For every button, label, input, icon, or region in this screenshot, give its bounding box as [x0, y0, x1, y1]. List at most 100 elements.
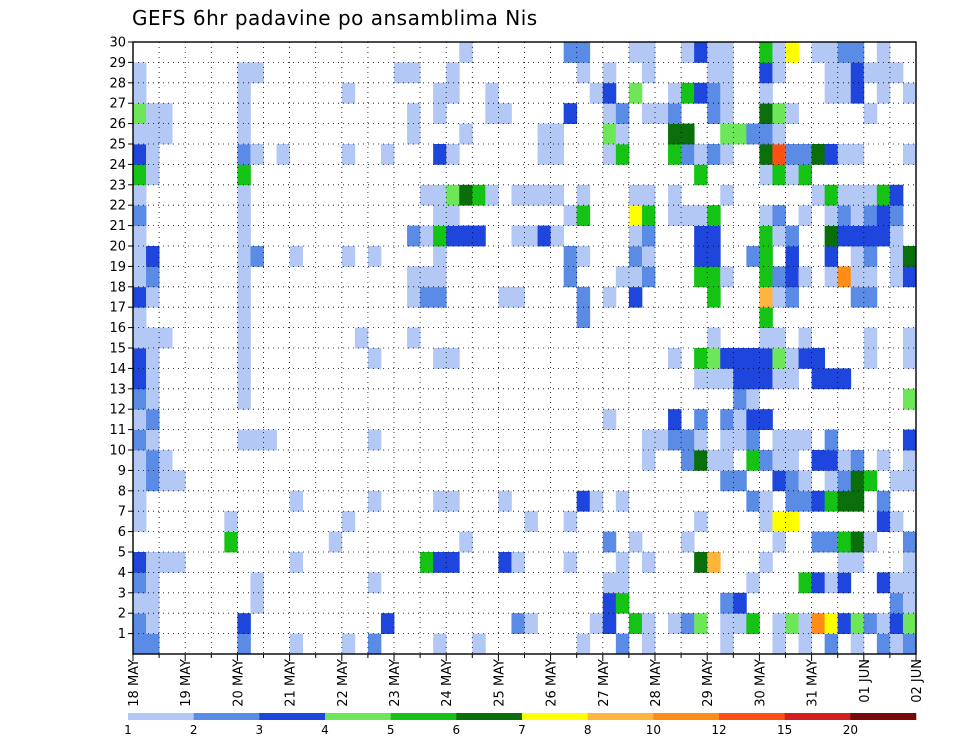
heatmap-cell: [850, 490, 865, 512]
heatmap-cell: [563, 552, 578, 573]
heatmap-cell: [433, 348, 447, 369]
heatmap-cell: [720, 184, 734, 206]
heatmap-cell: [850, 266, 865, 288]
heatmap-cell: [615, 266, 630, 288]
heatmap-cell: [641, 450, 656, 471]
heatmap-cell: [889, 205, 904, 226]
heatmap-cell: [407, 123, 421, 145]
heatmap-cell: [133, 246, 147, 267]
heatmap-cell: [420, 286, 434, 308]
heatmap-cell: [824, 144, 839, 165]
legend-swatch: [522, 713, 588, 720]
heatmap-cell: [341, 82, 356, 104]
heatmap-cell: [380, 144, 395, 165]
heatmap-cell: [694, 246, 708, 267]
heatmap-cell: [863, 103, 878, 124]
heatmap-cell: [707, 205, 721, 226]
heatmap-cell: [576, 184, 591, 206]
heatmap-cell: [576, 307, 591, 328]
heatmap-cell: [720, 429, 734, 451]
y-tick-label: 23: [109, 178, 126, 193]
heatmap-cell: [902, 572, 917, 594]
x-tick-label: 29 MAY: [701, 659, 716, 707]
heatmap-cell: [850, 552, 865, 573]
heatmap-cell: [902, 266, 917, 288]
heatmap-cell: [798, 490, 812, 512]
heatmap-cell: [707, 42, 721, 63]
heatmap-cell: [237, 144, 251, 165]
heatmap-cell: [694, 225, 708, 247]
heatmap-cell: [720, 103, 734, 124]
y-tick-label: 22: [109, 199, 126, 214]
heatmap-cell: [446, 490, 460, 512]
heatmap-cell: [615, 552, 630, 573]
heatmap-cell: [681, 205, 695, 226]
heatmap-cell: [602, 62, 617, 84]
heatmap-cell: [694, 82, 708, 104]
heatmap-cell: [576, 286, 591, 308]
heatmap-cell: [746, 429, 760, 451]
heatmap-cell: [785, 286, 799, 308]
heatmap-cell: [668, 205, 682, 226]
heatmap-cell: [850, 144, 865, 165]
heatmap-cell: [146, 327, 160, 349]
heatmap-cell: [707, 103, 721, 124]
heatmap-cell: [824, 205, 839, 226]
heatmap-cell: [824, 246, 839, 267]
heatmap-cell: [720, 450, 734, 471]
heatmap-cell: [146, 286, 160, 308]
y-tick-label: 8: [118, 484, 126, 499]
heatmap-cell: [759, 307, 773, 328]
heatmap-cell: [720, 633, 734, 655]
heatmap-cell: [824, 633, 839, 655]
heatmap-cell: [824, 429, 839, 451]
heatmap-cell: [759, 164, 773, 186]
y-tick-label: 30: [109, 36, 126, 51]
heatmap-cell: [367, 572, 382, 594]
heatmap-cell: [341, 511, 356, 532]
heatmap-cell: [798, 348, 812, 369]
y-tick-label: 5: [118, 546, 126, 561]
heatmap-cell: [798, 164, 812, 186]
heatmap-cell: [576, 42, 591, 63]
heatmap-cell: [902, 82, 917, 104]
heatmap-cell: [863, 613, 878, 634]
heatmap-cell: [641, 225, 656, 247]
heatmap-cell: [772, 266, 786, 288]
heatmap-cell: [133, 266, 147, 288]
heatmap-cell: [668, 348, 682, 369]
heatmap-cell: [824, 450, 839, 471]
heatmap-cell: [498, 103, 512, 124]
y-tick-label: 27: [109, 97, 126, 112]
heatmap-cell: [694, 511, 708, 532]
heatmap-cell: [759, 82, 773, 104]
heatmap-cell: [694, 266, 708, 288]
heatmap-cell: [746, 388, 760, 410]
heatmap-cell: [889, 511, 904, 532]
heatmap-cell: [628, 184, 643, 206]
heatmap-cell: [133, 409, 147, 430]
heatmap-cell: [133, 572, 147, 594]
heatmap-cell: [850, 42, 865, 63]
y-tick-label: 21: [109, 219, 126, 234]
heatmap-cell: [146, 368, 160, 390]
heatmap-cell: [798, 633, 812, 655]
heatmap-cell: [433, 184, 447, 206]
heatmap-cell: [824, 368, 839, 390]
heatmap-cell: [641, 42, 656, 63]
legend-swatch: [719, 713, 785, 720]
heatmap-cell: [772, 450, 786, 471]
heatmap-cell: [237, 62, 251, 84]
heatmap-cell: [420, 266, 434, 288]
heatmap-cell: [550, 225, 565, 247]
chart-title: GEFS 6hr padavine po ansamblima Nis: [132, 6, 538, 30]
heatmap-cell: [237, 123, 251, 145]
heatmap-cell: [772, 470, 786, 492]
heatmap-cell: [707, 82, 721, 104]
heatmap-cell: [720, 613, 734, 634]
heatmap-cell: [720, 82, 734, 104]
x-tick-label: 02 JUN: [910, 659, 925, 703]
heatmap-cell: [641, 103, 656, 124]
heatmap-cell: [289, 552, 304, 573]
heatmap-cell: [511, 286, 525, 308]
